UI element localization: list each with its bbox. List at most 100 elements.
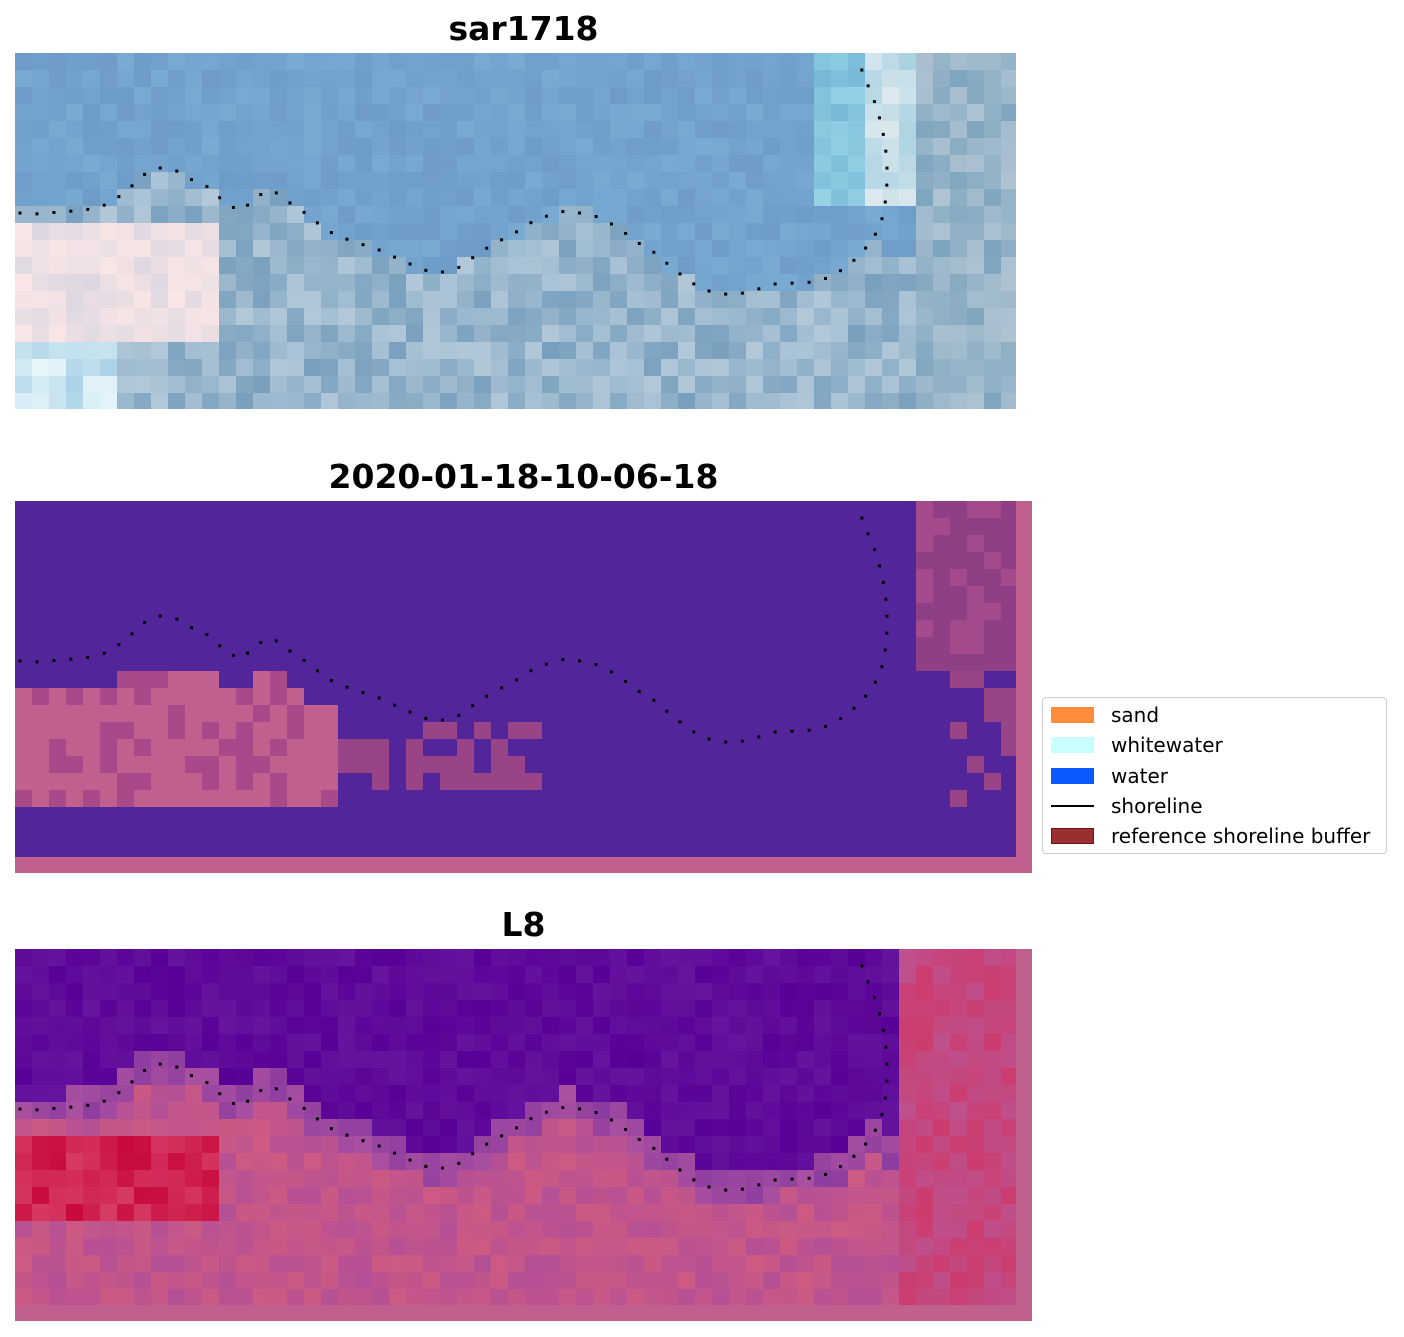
index-pixel: [610, 1119, 627, 1136]
index-pixel: [967, 1187, 984, 1204]
rgb-pixel: [916, 359, 933, 376]
rgb-pixel: [457, 376, 474, 393]
index-pixel: [1001, 1102, 1018, 1119]
index-pixel: [491, 1000, 508, 1017]
class-pixel: [950, 722, 967, 739]
class-pixel: [508, 722, 525, 739]
index-pixel: [899, 1272, 916, 1289]
rgb-pixel: [525, 172, 542, 189]
class-pixel: [83, 790, 100, 807]
rgb-pixel: [882, 223, 899, 240]
index-pixel: [49, 1153, 66, 1170]
rgb-pixel: [355, 376, 372, 393]
rgb-pixel: [1001, 325, 1016, 342]
index-pixel: [763, 1153, 780, 1170]
class-pixel: [236, 756, 253, 773]
index-pixel: [950, 1051, 967, 1068]
index-pixel: [185, 1170, 202, 1187]
rgb-pixel: [440, 53, 457, 70]
index-pixel: [508, 966, 525, 983]
class-pixel: [627, 552, 644, 569]
rgb-pixel: [984, 325, 1001, 342]
index-pixel: [780, 1221, 797, 1238]
index-pixel: [593, 1255, 610, 1272]
rgb-pixel: [950, 240, 967, 257]
class-pixel: [83, 603, 100, 620]
rgb-pixel: [168, 121, 185, 138]
shoreline-point: [624, 1127, 628, 1131]
rgb-pixel: [134, 393, 151, 409]
rgb-pixel: [219, 274, 236, 291]
index-pixel: [1001, 1085, 1018, 1102]
class-pixel: [593, 620, 610, 637]
index-pixel: [287, 1034, 304, 1051]
class-pixel: [457, 603, 474, 620]
class-pixel: [542, 773, 559, 790]
rgb-pixel: [168, 172, 185, 189]
index-pixel: [525, 1204, 542, 1221]
class-pixel: [338, 790, 355, 807]
index-pixel: [627, 949, 644, 966]
rgb-pixel: [474, 87, 491, 104]
index-pixel: [950, 1085, 967, 1102]
class-pixel: [66, 552, 83, 569]
index-pixel: [712, 1017, 729, 1034]
shoreline-point: [740, 739, 744, 743]
rgb-pixel: [151, 274, 168, 291]
class-pixel: [440, 688, 457, 705]
class-pixel: [984, 807, 1001, 824]
class-pixel: [984, 671, 1001, 688]
shoreline-point: [158, 166, 162, 170]
class-pixel: [202, 535, 219, 552]
rgb-pixel: [66, 104, 83, 121]
index-pixel: [457, 1102, 474, 1119]
class-pixel: [950, 824, 967, 841]
rgb-pixel: [185, 308, 202, 325]
index-pixel: [423, 949, 440, 966]
rgb-pixel: [576, 121, 593, 138]
class-pixel: [848, 586, 865, 603]
index-pixel: [848, 1170, 865, 1187]
rgb-pixel: [780, 393, 797, 409]
class-pixel: [763, 722, 780, 739]
index-pixel: [151, 1272, 168, 1289]
class-pixel: [525, 654, 542, 671]
index-pixel: [185, 1051, 202, 1068]
rgb-pixel: [49, 121, 66, 138]
rgb-pixel: [950, 121, 967, 138]
class-pixel: [882, 552, 899, 569]
index-pixel: [508, 1034, 525, 1051]
rgb-pixel: [865, 240, 882, 257]
index-pixel: [729, 1170, 746, 1187]
index-pixel: [950, 1204, 967, 1221]
class-pixel: [423, 637, 440, 654]
index-pixel: [593, 1068, 610, 1085]
rgb-pixel: [185, 121, 202, 138]
rgb-pixel: [814, 121, 831, 138]
rgb-pixel: [202, 189, 219, 206]
class-pixel: [423, 552, 440, 569]
shoreline-point: [424, 268, 428, 272]
rgb-pixel: [457, 308, 474, 325]
class-pixel: [712, 501, 729, 518]
rgb-pixel: [287, 104, 304, 121]
index-pixel: [627, 1204, 644, 1221]
index-pixel: [865, 1204, 882, 1221]
classified-image-panel: [15, 501, 1032, 873]
rgb-pixel: [236, 138, 253, 155]
class-pixel: [559, 620, 576, 637]
rgb-pixel: [627, 240, 644, 257]
class-pixel: [814, 620, 831, 637]
rgb-pixel: [287, 172, 304, 189]
rgb-pixel: [678, 87, 695, 104]
class-pixel: [100, 620, 117, 637]
rgb-pixel: [593, 240, 610, 257]
class-pixel: [865, 518, 882, 535]
index-pixel: [236, 966, 253, 983]
rgb-pixel: [66, 291, 83, 308]
rgb-pixel: [440, 257, 457, 274]
index-pixel: [66, 1136, 83, 1153]
rgb-pixel: [185, 291, 202, 308]
index-pixel: [814, 1221, 831, 1238]
index-pixel: [831, 1000, 848, 1017]
